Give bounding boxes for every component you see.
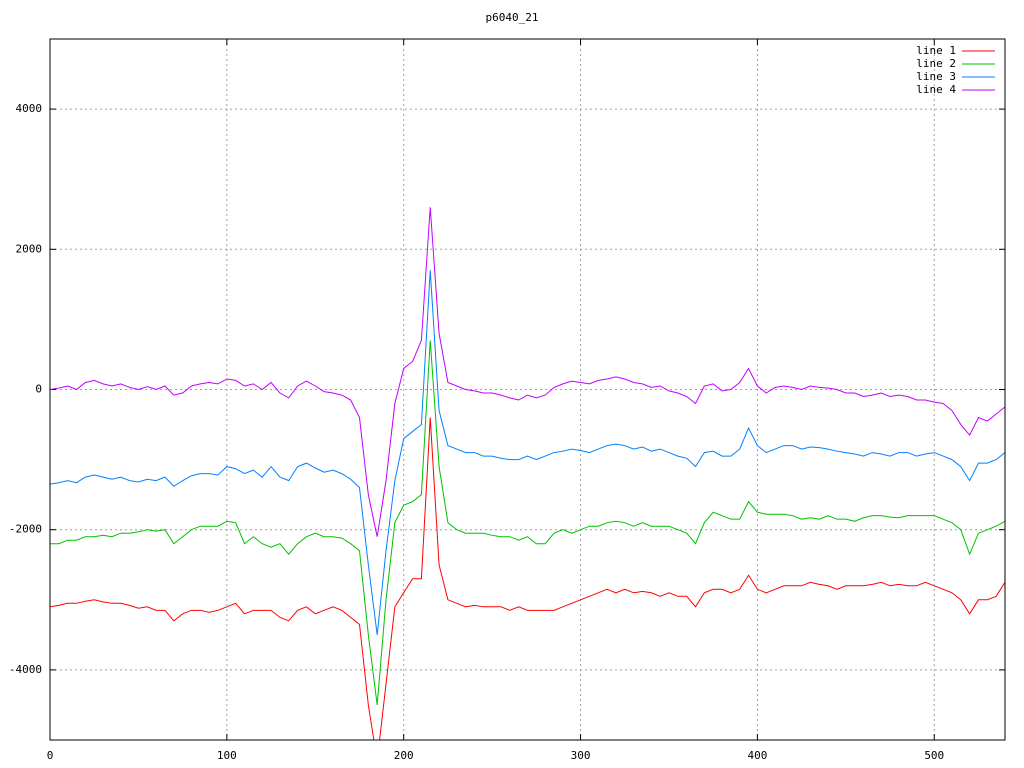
data-line [50,270,1005,635]
legend-label: line 2 [916,57,956,70]
x-tick-label: 200 [394,749,414,762]
y-tick-label: 4000 [16,102,43,115]
x-tick-label: 300 [571,749,591,762]
legend-label: line 1 [916,44,956,57]
y-tick-label: -4000 [9,663,42,676]
y-tick-label: 2000 [16,242,43,255]
x-tick-label: 500 [924,749,944,762]
x-tick-label: 100 [217,749,237,762]
legend-label: line 3 [916,70,956,83]
y-tick-label: 0 [35,383,42,396]
data-line [50,207,1005,537]
data-line [50,340,1005,706]
plot-area [50,207,1005,740]
plot-border [49,38,1006,741]
y-tick-label: -2000 [9,523,42,536]
data-line [50,417,1005,740]
x-tick-label: 0 [47,749,54,762]
chart-title: p6040_21 [486,11,539,24]
x-tick-label: 400 [747,749,767,762]
legend-label: line 4 [916,83,956,96]
